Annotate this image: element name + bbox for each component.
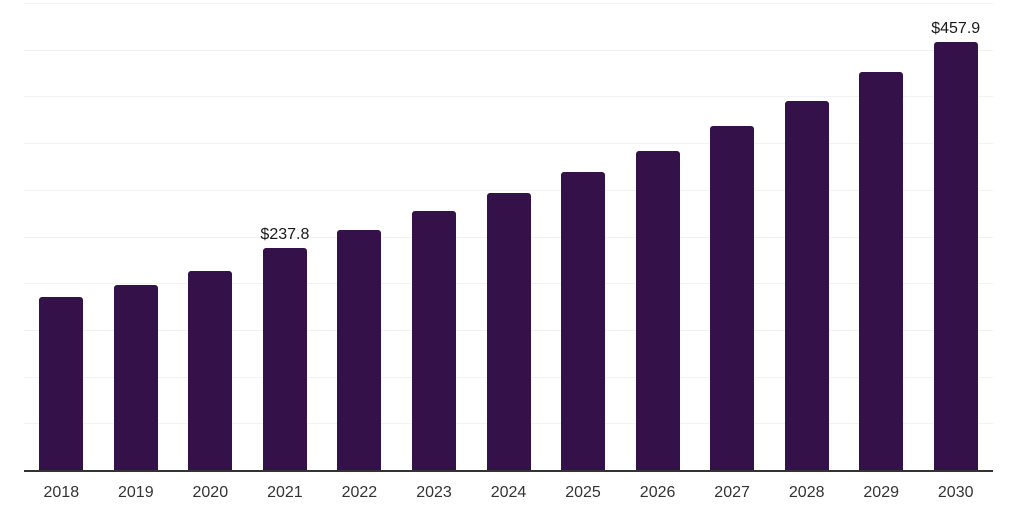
bar-2029 bbox=[859, 72, 904, 470]
gridline bbox=[24, 3, 993, 4]
x-tick-label-2026: 2026 bbox=[639, 484, 676, 501]
data-label-2021: $237.8 bbox=[260, 225, 310, 243]
bar-2021 bbox=[262, 247, 307, 470]
bar-2022 bbox=[337, 230, 382, 470]
bar-2020 bbox=[188, 271, 233, 470]
bar-2019 bbox=[113, 285, 158, 470]
x-tick-label-2027: 2027 bbox=[714, 484, 750, 501]
x-tick-label-2024: 2024 bbox=[490, 484, 527, 501]
bar-2024 bbox=[486, 192, 531, 470]
bar-2018 bbox=[39, 296, 84, 470]
bar-2028 bbox=[784, 100, 829, 470]
gridline bbox=[24, 49, 993, 51]
x-tick-label-2023: 2023 bbox=[416, 484, 452, 501]
bar-2027 bbox=[710, 126, 755, 470]
bar-2025 bbox=[561, 172, 605, 470]
x-tick-label-2018: 2018 bbox=[43, 484, 80, 501]
bar-2026 bbox=[635, 151, 680, 470]
x-tick-label-2021: 2021 bbox=[267, 484, 303, 501]
x-tick-label-2020: 2020 bbox=[192, 484, 229, 501]
bar-2023 bbox=[412, 211, 456, 470]
x-tick-label-2028: 2028 bbox=[788, 484, 825, 501]
bar-2030 bbox=[933, 42, 978, 470]
x-axis-line bbox=[24, 470, 993, 472]
x-tick-label-2025: 2025 bbox=[565, 484, 601, 501]
x-tick-label-2019: 2019 bbox=[118, 484, 154, 501]
gridline bbox=[24, 143, 993, 145]
data-label-2030: $457.9 bbox=[931, 20, 981, 38]
gridline bbox=[24, 96, 993, 98]
x-tick-label-2030: 2030 bbox=[937, 484, 974, 501]
x-tick-label-2022: 2022 bbox=[341, 484, 378, 501]
gridline bbox=[24, 189, 993, 191]
x-tick-label-2029: 2029 bbox=[863, 484, 899, 501]
